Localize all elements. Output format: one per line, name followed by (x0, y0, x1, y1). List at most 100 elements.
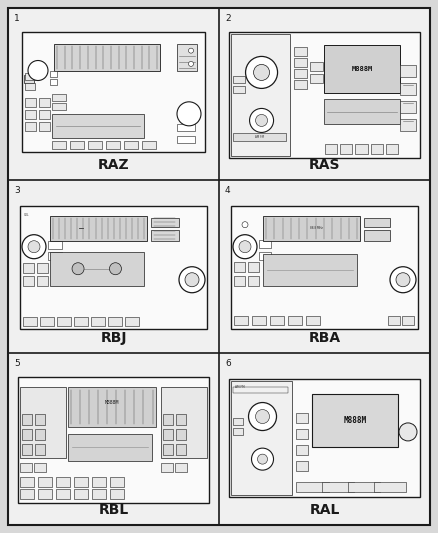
Circle shape (396, 273, 410, 287)
Bar (310, 74, 323, 83)
Bar (259, 240, 271, 248)
Bar (35, 443, 45, 455)
Bar (39, 98, 50, 107)
Bar (161, 463, 173, 472)
Bar (37, 263, 48, 273)
Bar (50, 216, 147, 240)
Bar (263, 216, 360, 240)
Bar (25, 110, 36, 119)
Bar (74, 489, 88, 499)
Circle shape (28, 241, 40, 253)
Bar (348, 482, 381, 492)
Bar (163, 429, 173, 440)
Bar (38, 477, 52, 487)
Bar (20, 477, 34, 487)
Circle shape (255, 409, 269, 424)
Bar (294, 47, 307, 56)
Text: 5: 5 (14, 359, 20, 368)
Bar (48, 252, 62, 260)
Bar (306, 316, 320, 325)
Circle shape (72, 263, 84, 274)
Bar (37, 276, 48, 286)
Bar (106, 141, 120, 149)
Bar (108, 317, 122, 326)
Bar (270, 316, 284, 325)
Text: M888M: M888M (343, 416, 367, 425)
Text: 3: 3 (14, 187, 20, 195)
Bar (142, 141, 156, 149)
Text: RBJ: RBJ (100, 330, 127, 345)
Bar (74, 477, 88, 487)
Bar (91, 317, 105, 326)
Bar (233, 429, 243, 435)
Bar (402, 316, 414, 325)
Bar (23, 263, 34, 273)
Bar (151, 230, 179, 240)
Circle shape (242, 222, 248, 228)
Bar (374, 482, 406, 492)
Bar (233, 133, 286, 141)
Bar (74, 317, 88, 326)
Bar (312, 394, 398, 447)
Bar (263, 254, 357, 286)
Bar (92, 489, 106, 499)
Bar (310, 61, 323, 70)
Bar (252, 316, 266, 325)
Bar (231, 381, 292, 495)
Bar (50, 252, 144, 286)
Bar (161, 387, 207, 457)
Circle shape (390, 266, 416, 293)
Bar (176, 429, 186, 440)
Bar (248, 276, 259, 286)
Bar (124, 141, 138, 149)
Bar (233, 387, 288, 393)
Bar (34, 463, 46, 472)
Bar (38, 489, 52, 499)
Bar (25, 98, 36, 107)
Bar (324, 99, 400, 124)
Bar (39, 122, 50, 131)
Bar (52, 94, 66, 101)
Bar (259, 252, 271, 260)
Bar (25, 122, 36, 131)
Bar (163, 443, 173, 455)
Circle shape (399, 423, 417, 441)
Bar (288, 316, 302, 325)
Bar (400, 101, 416, 112)
Bar (70, 141, 84, 149)
Bar (23, 317, 37, 326)
Bar (324, 45, 400, 93)
Bar (296, 461, 308, 471)
Bar (294, 80, 307, 89)
Bar (57, 317, 71, 326)
Circle shape (258, 454, 268, 464)
Bar (39, 110, 50, 119)
Bar (52, 141, 66, 149)
Text: 2: 2 (225, 14, 231, 23)
Text: RAZ: RAZ (98, 158, 129, 172)
Text: M888M: M888M (104, 400, 119, 406)
Bar (388, 316, 400, 325)
Bar (231, 206, 418, 329)
Bar (92, 477, 106, 487)
Bar (56, 489, 70, 499)
Circle shape (251, 448, 273, 470)
Bar (296, 482, 328, 492)
Bar (400, 83, 416, 94)
Bar (176, 414, 186, 424)
Circle shape (246, 56, 278, 88)
Bar (233, 86, 245, 93)
Bar (386, 144, 398, 155)
Circle shape (188, 61, 194, 67)
Bar (400, 118, 416, 131)
Text: AM FM: AM FM (235, 385, 245, 389)
Bar (22, 414, 32, 424)
Bar (356, 144, 367, 155)
Circle shape (185, 273, 199, 287)
Bar (20, 489, 34, 499)
Bar (110, 489, 124, 499)
Bar (67, 433, 152, 461)
Bar (296, 413, 308, 423)
Bar (24, 75, 34, 83)
Bar (229, 32, 420, 158)
